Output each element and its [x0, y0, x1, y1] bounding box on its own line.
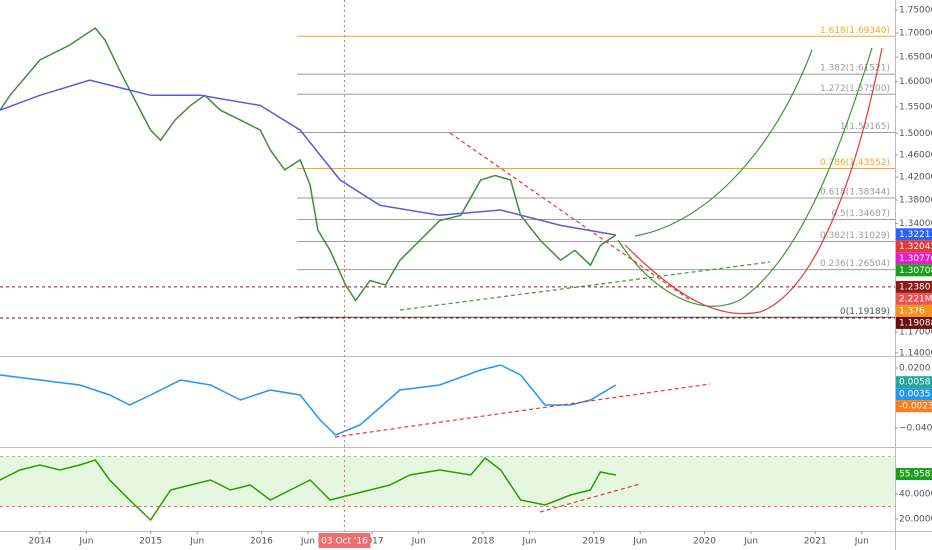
trend-line — [539, 483, 641, 513]
trend-line — [334, 383, 711, 438]
x-tick-label: 2021 — [804, 537, 827, 547]
price-tag — [896, 280, 932, 293]
price-tag — [896, 316, 932, 329]
series-line — [0, 26, 617, 302]
fib-label: 1.618(1.69340) — [820, 26, 890, 36]
price-tag-label: 1.23801 — [899, 282, 932, 292]
y-tick-label: 1.17000 — [899, 328, 932, 338]
price-tag-label: 1.376 — [899, 306, 925, 316]
y-tick-label: 1.75000 — [899, 5, 932, 15]
price-tag — [896, 264, 932, 277]
y-tick-label: 1.42000 — [899, 173, 932, 183]
y-tick-label: 1.34000 — [899, 219, 932, 229]
trend-line — [399, 261, 771, 311]
price-tag — [896, 376, 932, 389]
x-tick-label: Jun — [743, 537, 758, 547]
y-tick-label: 20.0000 — [899, 515, 932, 525]
projection-curve — [624, 47, 883, 315]
fib-label: 0.236(1.26504) — [820, 259, 890, 269]
x-tick-label: 2016 — [250, 537, 273, 547]
y-tick-label: 1.55000 — [899, 103, 932, 113]
x-tick-label: Jun — [521, 537, 536, 547]
crosshair-box — [318, 533, 371, 548]
price-tag-label: 0.0035 — [899, 390, 931, 400]
x-tick-label: 2017 — [361, 537, 384, 547]
price-tag — [896, 252, 932, 265]
price-tag — [896, 240, 932, 253]
fib-label: 1(1.50165) — [840, 122, 890, 132]
fib-label: 0.618(1.38344) — [820, 188, 890, 198]
fib-label: 1.272(1.57500) — [820, 84, 890, 94]
fib-label: 0(1.19189) — [840, 307, 890, 317]
price-tag-label: 2.221M — [899, 294, 932, 304]
x-tick-label: Jun — [300, 537, 315, 547]
drawings — [334, 47, 883, 513]
y-tick-label: 40.0000 — [899, 490, 932, 500]
price-tag — [896, 388, 932, 401]
series-line — [0, 79, 617, 236]
crosshair-label: 03 Oct '16 — [321, 537, 368, 547]
x-tick-label: Jun — [189, 537, 204, 547]
rsi-band — [0, 456, 895, 507]
x-tick-label: Jun — [632, 537, 647, 547]
projection-curve — [634, 49, 813, 237]
y-tick-label: 1.46000 — [899, 150, 932, 160]
fib-label: 1.382(1.61521) — [820, 64, 890, 74]
price-tag — [896, 292, 932, 305]
y-tick-label: 1.70000 — [899, 29, 932, 39]
series-line — [0, 364, 617, 436]
price-tag-label: 1.30708 — [899, 266, 932, 276]
price-tag — [896, 400, 932, 413]
y-tick-label: 1.65000 — [899, 53, 932, 63]
price-tag — [896, 304, 932, 317]
y-tick-label: 1.14000 — [899, 348, 932, 358]
y-tick-label: 0.0200 — [899, 364, 931, 374]
price-tag-label: 55.9583 — [899, 470, 932, 480]
price-tag-label: 1.32042 — [899, 242, 932, 252]
x-tick-label: Jun — [78, 537, 93, 547]
x-tick-label: 2020 — [693, 537, 716, 547]
y-tick-label: 1.38000 — [899, 196, 932, 206]
price-tag — [896, 228, 932, 241]
fib-label: 0.786(1.43552) — [820, 158, 890, 168]
price-tag-label: 0.0058 — [899, 378, 931, 388]
price-tag-label: 1.19088 — [899, 318, 932, 328]
x-tick-label: Jun — [411, 537, 426, 547]
x-tick-label: 2019 — [582, 537, 605, 547]
x-tick-label: 2018 — [471, 537, 494, 547]
price-tag-label: -0.0023 — [899, 402, 932, 412]
projection-curve — [617, 47, 873, 307]
series-line — [0, 456, 617, 522]
fib-label: 0.5(1.34687) — [831, 209, 890, 219]
x-tick-label: 2015 — [139, 537, 162, 547]
y-tick-label: 1.50000 — [899, 129, 932, 139]
y-tick-label: 1.60000 — [899, 77, 932, 87]
price-tag-label: 1.30776 — [899, 254, 932, 264]
x-tick-label: 2014 — [28, 537, 51, 547]
fib-label: 0.382(1.31029) — [820, 231, 890, 241]
x-tick-label: Jun — [854, 537, 869, 547]
price-tag — [896, 468, 932, 481]
